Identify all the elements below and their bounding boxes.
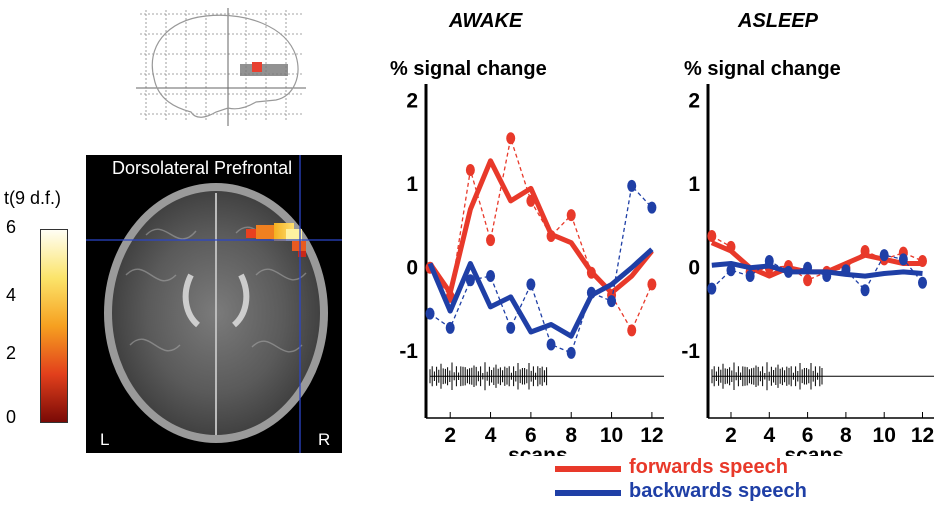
x-tick-label: 10 — [873, 424, 896, 447]
data-point — [627, 324, 637, 337]
x-tick-label: 2 — [444, 424, 456, 447]
data-point — [918, 276, 928, 289]
y-tick-label: 2 — [406, 90, 418, 113]
legend: forwards speech backwards speech — [555, 455, 855, 505]
data-point — [803, 274, 813, 287]
data-point — [566, 346, 576, 359]
data-point — [647, 278, 657, 291]
data-point — [526, 278, 536, 291]
smoothed-line — [711, 261, 923, 279]
data-point — [647, 201, 657, 214]
data-point — [506, 132, 516, 145]
data-dashed-line — [429, 184, 653, 354]
data-point — [707, 229, 717, 242]
data-point — [879, 249, 889, 262]
data-point — [506, 321, 516, 334]
data-point — [486, 234, 496, 247]
colorbar-label: t(9 d.f.) — [4, 188, 62, 208]
colorbar-tick-6: 6 — [6, 217, 17, 237]
audio-waveform — [711, 362, 823, 391]
legend-forward-swatch — [555, 466, 621, 472]
colorbar-tick-4: 4 — [6, 285, 17, 305]
asleep-title: ASLEEP — [738, 10, 819, 32]
x-axis-label: scans — [784, 444, 844, 456]
data-point — [745, 270, 755, 283]
legend-forward-label: forwards speech — [629, 456, 788, 478]
x-tick-label: 8 — [565, 424, 577, 447]
smoothed-line — [427, 158, 654, 296]
awake-ylabel: % signal change — [390, 58, 547, 80]
data-point — [860, 284, 870, 297]
data-point — [726, 264, 736, 277]
data-point — [607, 295, 617, 308]
y-tick-label: 0 — [688, 257, 700, 280]
data-point — [707, 282, 717, 295]
data-point — [546, 338, 556, 351]
data-point — [486, 270, 496, 283]
y-tick-label: 2 — [688, 90, 700, 113]
x-tick-label: 12 — [911, 424, 934, 447]
x-tick-label: 8 — [840, 424, 852, 447]
x-tick-label: 2 — [725, 424, 737, 447]
colorbar-tick-0: 0 — [6, 407, 17, 427]
audio-waveform — [429, 362, 548, 391]
x-tick-label: 12 — [640, 424, 663, 447]
x-tick-label: 4 — [763, 424, 775, 447]
y-tick-label: 1 — [688, 173, 700, 196]
legend-backward-label: backwards speech — [629, 480, 807, 502]
awake-title: AWAKE — [449, 10, 523, 32]
region-label: Dorsolateral Prefrontal — [112, 158, 293, 178]
right-hemisphere-label: R — [318, 430, 331, 449]
data-point — [425, 307, 435, 320]
data-point — [566, 209, 576, 222]
data-point — [627, 179, 637, 192]
brain-mri-slice — [86, 155, 342, 453]
glass-brain-outline — [136, 8, 306, 126]
data-point — [465, 274, 475, 287]
y-tick-label: 1 — [406, 173, 418, 196]
x-tick-label: 6 — [525, 424, 537, 447]
legend-backward-swatch — [555, 490, 621, 496]
smoothed-line — [427, 247, 654, 339]
x-tick-label: 10 — [600, 424, 623, 447]
x-axis-label: scans — [508, 444, 568, 456]
y-tick-label: -1 — [399, 340, 418, 363]
data-point — [465, 164, 475, 177]
y-tick-label: -1 — [682, 340, 700, 363]
left-hemisphere-label: L — [100, 430, 110, 449]
colorbar — [40, 229, 68, 423]
data-point — [445, 321, 455, 334]
asleep-ylabel: % signal change — [684, 58, 841, 80]
x-tick-label: 4 — [485, 424, 497, 447]
y-tick-label: 0 — [406, 257, 418, 280]
colorbar-tick-2: 2 — [6, 343, 17, 363]
x-tick-label: 6 — [802, 424, 814, 447]
data-point — [898, 253, 908, 266]
